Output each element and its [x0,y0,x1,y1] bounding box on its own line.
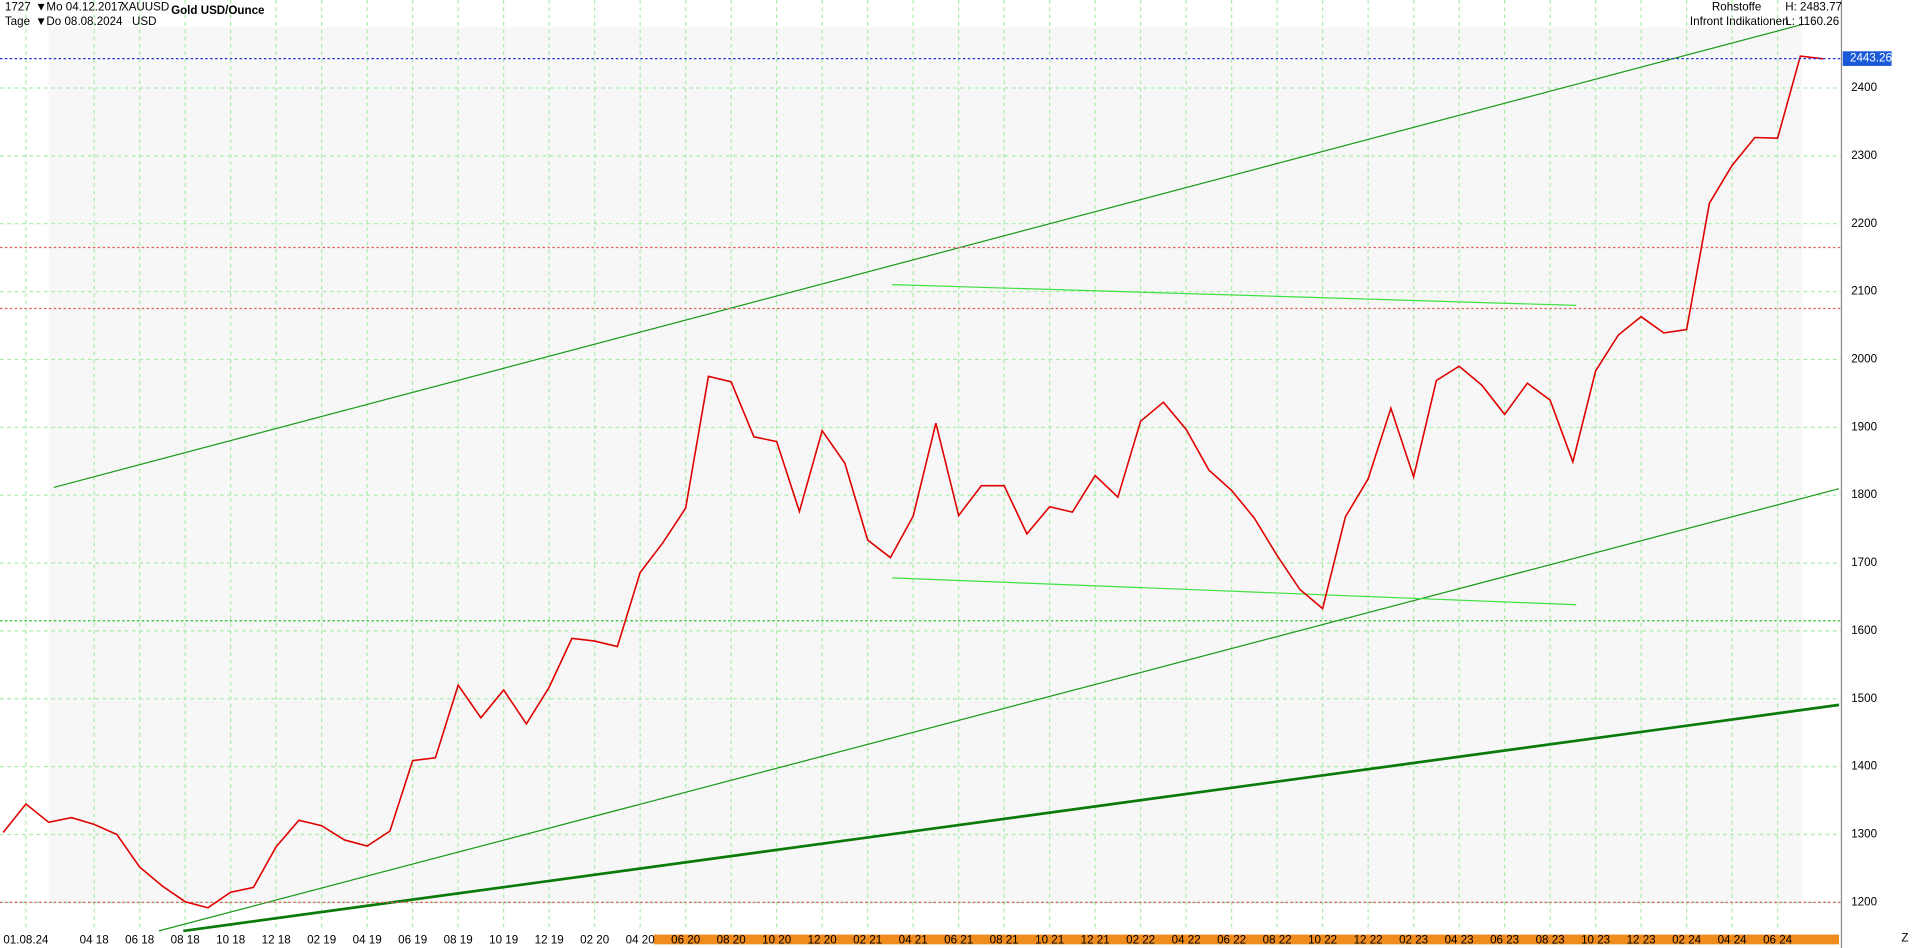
dropdown[interactable]: ▼ [35,0,46,13]
x-tick-label: 08 19 [444,934,473,947]
trend-line [891,577,1577,606]
x-tick-label: 10 21 [1035,934,1064,947]
y-tick-label: 2200 [1851,217,1877,230]
x-tick-label: 10 22 [1308,934,1337,947]
x-tick-label: 10 19 [489,934,518,947]
x-tick-label: 08 18 [171,934,200,947]
corner-label: Z [1901,931,1908,944]
last-price-label: 2443.26 [1850,52,1892,65]
header-high: H: 2483.77 [1785,0,1842,13]
x-tick-label: 10 20 [762,934,791,947]
x-tick-label: 04 24 [1718,934,1748,947]
x-tick-label: 06 20 [671,934,700,947]
x-tick-label: 04 18 [80,934,109,947]
chart-title: Gold USD/Ounce [171,4,265,17]
x-tick-label: 12 18 [262,934,291,947]
y-tick-label: 1300 [1851,828,1877,841]
y-tick-label: 1400 [1851,760,1877,773]
x-tick-label: 12 21 [1081,934,1110,947]
x-tick-label: 12 19 [535,934,564,947]
x-tick-label: 06 24 [1763,934,1793,947]
header-source: Infront Indikationen [1690,15,1789,28]
x-tick-label: 04 21 [899,934,928,947]
header-category: Rohstoffe [1712,0,1761,13]
header-start: Mo 04.12.2017 [46,0,123,13]
x-tick-label: 06 21 [944,934,973,947]
x-tick-label: 12 23 [1627,934,1656,947]
header-symbol: XAUUSD [121,0,169,13]
x-tick-label: 10 18 [216,934,245,947]
header-period: Tage [5,15,30,28]
y-tick-label: 1200 [1851,895,1877,908]
x-tick-label: 04 20 [626,934,655,947]
x-tick-label: 04 23 [1445,934,1474,947]
y-tick-label: 2400 [1851,81,1877,94]
x-tick-label: 12 20 [808,934,837,947]
y-tick-label: 2100 [1851,285,1877,298]
x-tick-label: 01.08.24 [3,934,49,947]
y-tick-label: 2000 [1851,352,1877,365]
y-tick-label: 1800 [1851,488,1877,501]
x-tick-label: 08 22 [1263,934,1292,947]
x-tick-label: 10 23 [1581,934,1610,947]
x-tick-label: 04 22 [1172,934,1201,947]
y-tick-label: 1500 [1851,692,1877,705]
x-tick-label: 08 21 [990,934,1019,947]
x-tick-label: 08 23 [1536,934,1565,947]
trend-line [891,284,1577,307]
y-tick-label: 2300 [1851,149,1877,162]
header-currency: USD [132,15,156,28]
x-tick-label: 12 22 [1354,934,1383,947]
trend-line [183,703,1840,933]
y-tick-label: 1600 [1851,624,1877,637]
x-tick-label: 08 20 [717,934,746,947]
volume-bar [653,934,1840,945]
grid [0,0,1842,931]
x-tick-label: 02 20 [580,934,609,947]
dropdown[interactable]: ▼ [35,15,46,28]
trend-line [53,23,1803,489]
x-tick-label: 06 18 [125,934,154,947]
trend-line [158,488,1840,932]
x-tick-label: 06 23 [1490,934,1519,947]
x-tick-label: 02 24 [1672,934,1702,947]
x-tick-label: 06 22 [1217,934,1246,947]
last-price-box [1842,51,1892,66]
header-id: 1727 [5,0,31,13]
y-tick-label: 1900 [1851,420,1877,433]
x-tick-label: 06 19 [398,934,427,947]
header-end: Do 08.08.2024 [46,15,123,28]
x-tick-label: 02 23 [1399,934,1428,947]
header-low: L: 1160.26 [1785,15,1839,28]
x-tick-label: 02 19 [307,934,336,947]
x-tick-label: 04 19 [353,934,382,947]
price-line [2,55,1824,909]
y-tick-label: 1700 [1851,556,1877,569]
x-tick-label: 02 21 [853,934,882,947]
x-tick-label: 02 22 [1126,934,1155,947]
trend-lines [53,23,1840,933]
